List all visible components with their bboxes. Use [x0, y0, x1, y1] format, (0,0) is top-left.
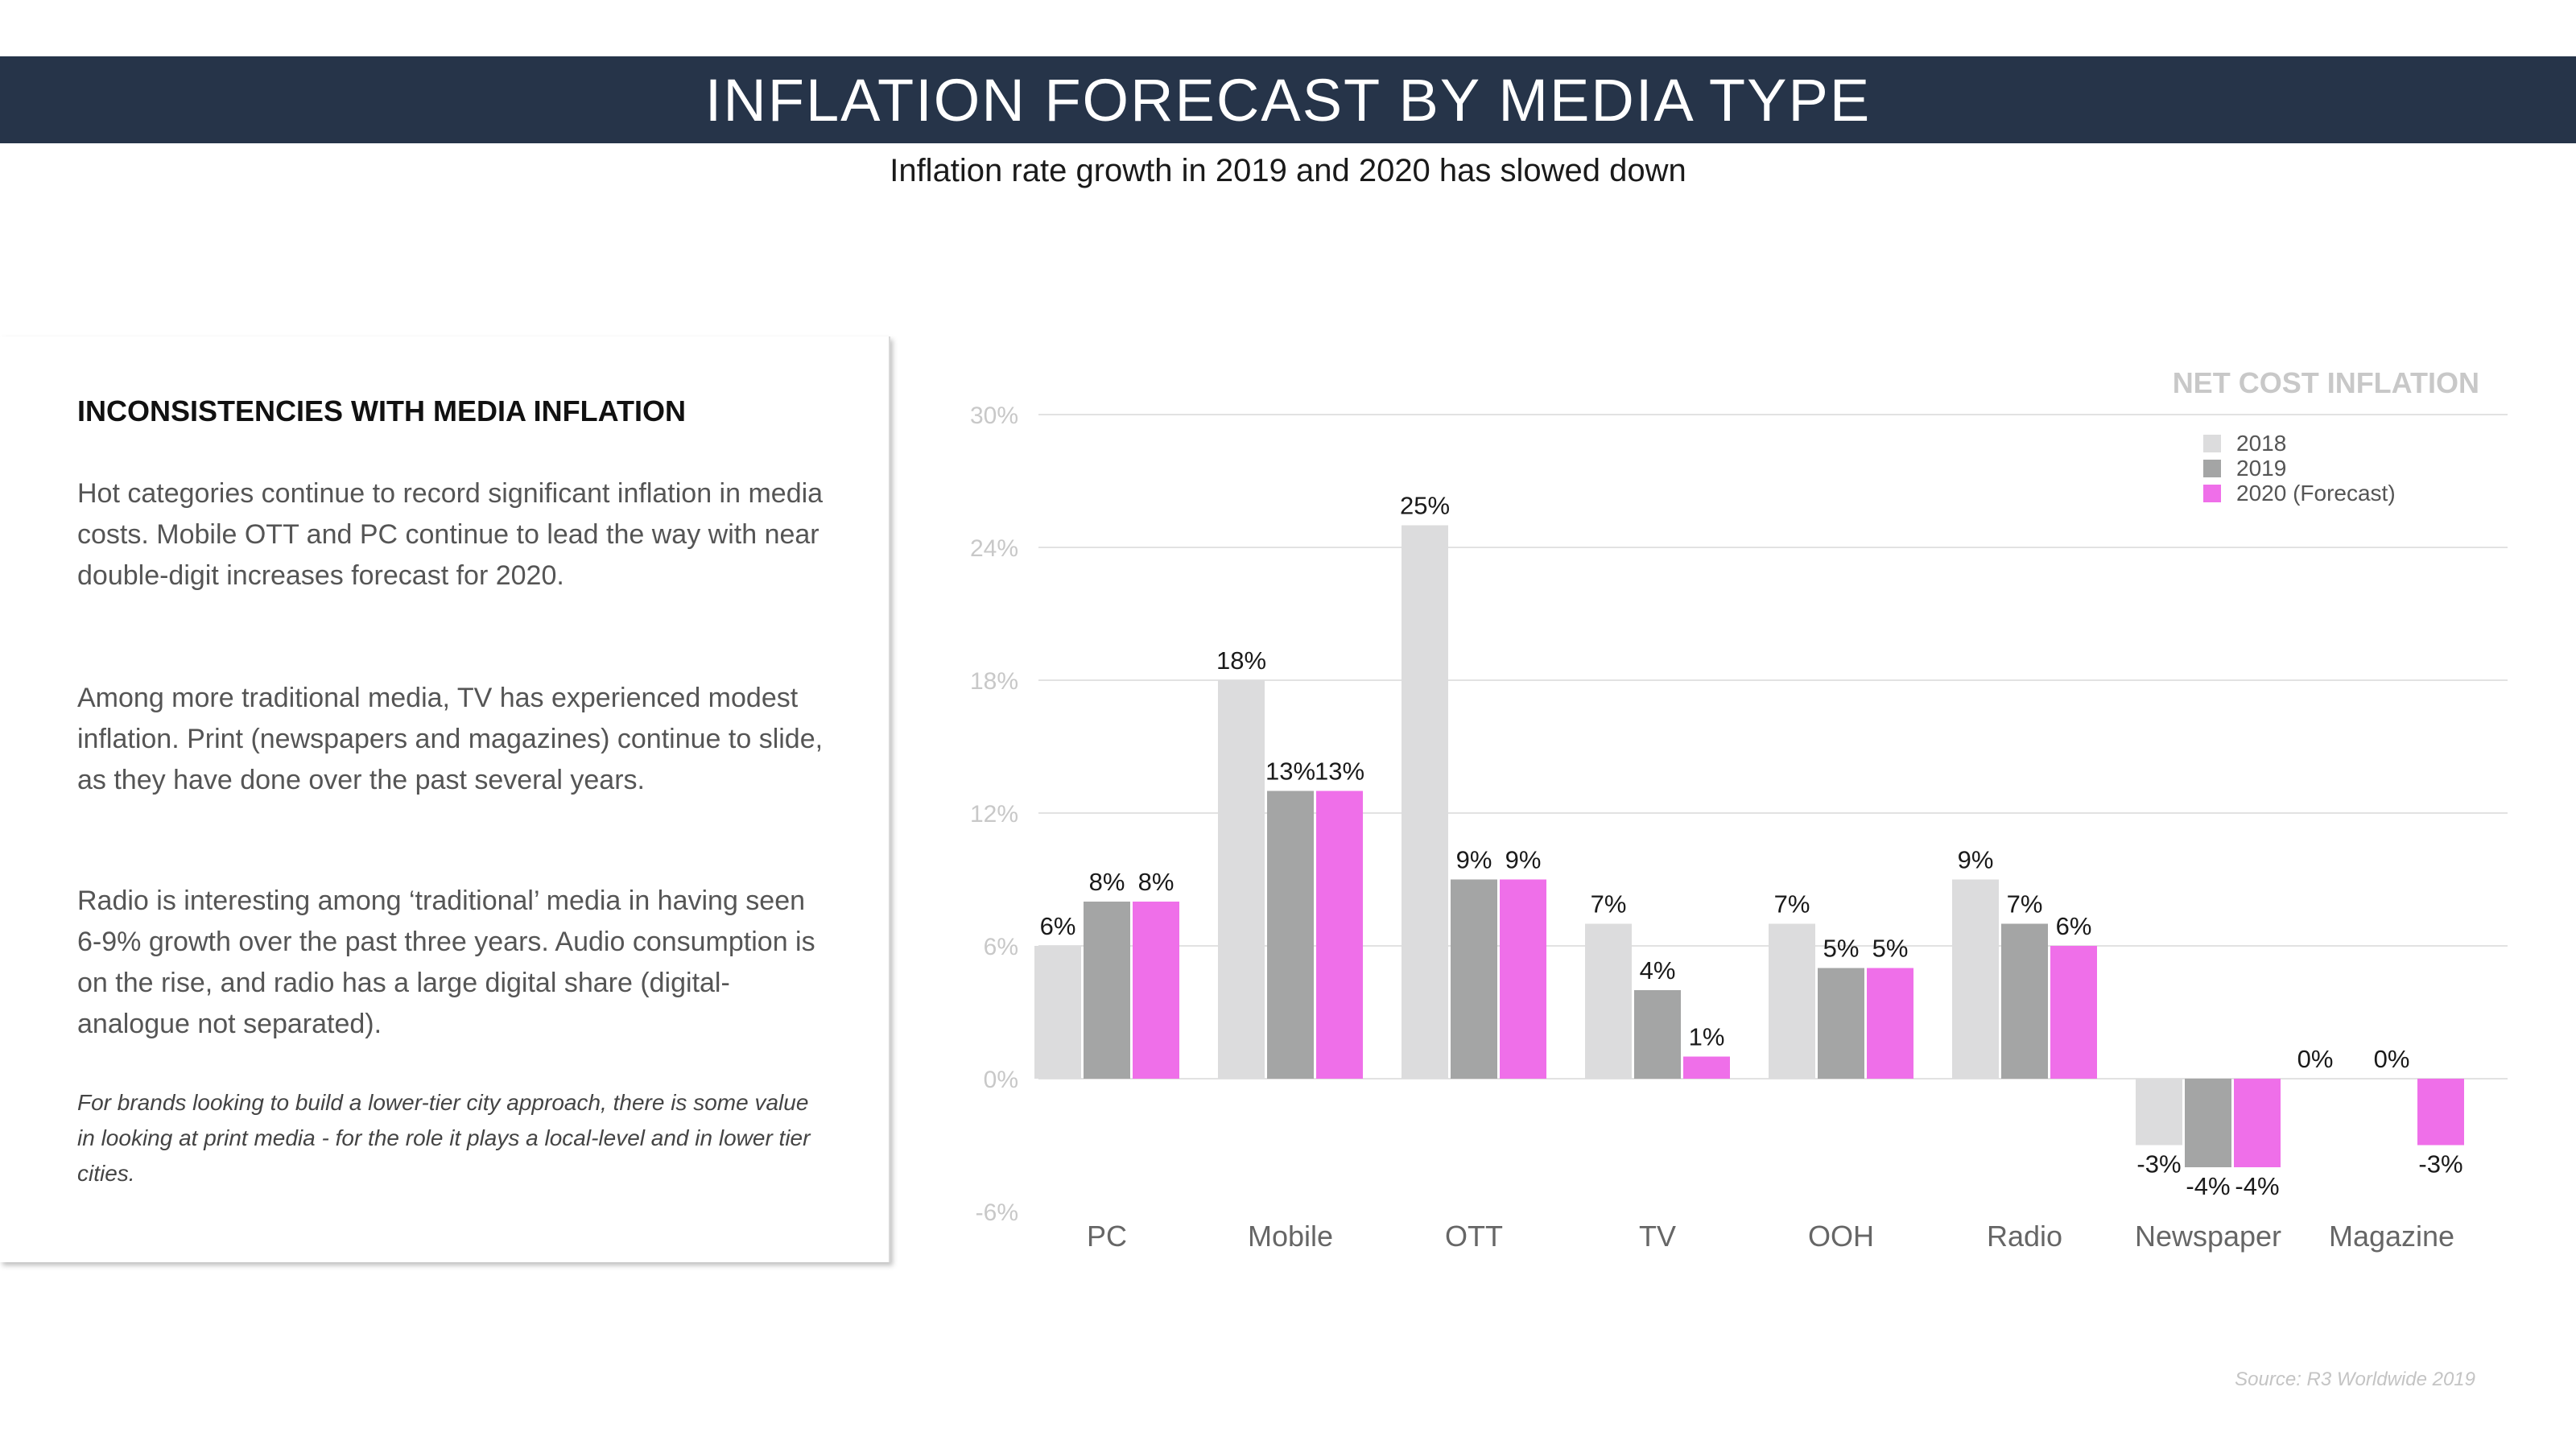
data-label: 1% [1689, 1023, 1725, 1051]
bar-pc-1 [1084, 902, 1130, 1079]
legend-label: 2020 (Forecast) [2236, 481, 2396, 506]
bar-ott-1 [1451, 879, 1497, 1079]
panel-note: For brands looking to build a lower-tier… [77, 1090, 811, 1186]
x-category-label: Magazine [2329, 1220, 2454, 1253]
data-label: -3% [2136, 1150, 2181, 1179]
data-label: 9% [1456, 846, 1492, 874]
data-label: 13% [1315, 758, 1364, 786]
bar-tv-1 [1634, 990, 1681, 1079]
data-label: -3% [2418, 1150, 2462, 1179]
panel-heading: INCONSISTENCIES WITH MEDIA INFLATION [77, 394, 686, 427]
x-category-label: OTT [1445, 1220, 1503, 1253]
x-category-label: OOH [1808, 1220, 1874, 1253]
legend-label: 2019 [2236, 456, 2286, 481]
data-label: 13% [1265, 758, 1315, 786]
data-label: 8% [1089, 868, 1125, 896]
data-label: 9% [1958, 846, 1994, 874]
x-category-label: Mobile [1248, 1220, 1333, 1253]
y-tick-label: 18% [970, 668, 1018, 695]
data-label: 6% [2056, 912, 2092, 940]
bar-newspaper-0 [2136, 1079, 2182, 1146]
legend-swatch-2 [2203, 485, 2221, 502]
bar-pc-2 [1133, 902, 1179, 1079]
commentary-panel: INCONSISTENCIES WITH MEDIA INFLATION Hot… [0, 336, 890, 1262]
data-label: 18% [1216, 646, 1266, 675]
bar-ott-2 [1500, 879, 1546, 1079]
data-label: 5% [1872, 935, 1909, 963]
page-subtitle: Inflation rate growth in 2019 and 2020 h… [890, 153, 1686, 188]
data-label: 5% [1823, 935, 1860, 963]
bar-ooh-1 [1818, 968, 1864, 1079]
data-label: 4% [1640, 956, 1676, 985]
source-note: Source: R3 Worldwide 2019 [2235, 1368, 2475, 1390]
bar-pc-0 [1034, 946, 1081, 1079]
bar-tv-2 [1683, 1056, 1730, 1079]
x-category-label: Newspaper [2135, 1220, 2281, 1253]
bar-mobile-2 [1316, 791, 1363, 1079]
bar-mobile-0 [1218, 680, 1265, 1079]
title-bar: INFLATION FORECAST BY MEDIA TYPE [0, 56, 2576, 143]
bar-newspaper-2 [2234, 1079, 2281, 1167]
y-tick-label: 24% [970, 535, 1018, 562]
data-label: 7% [1591, 890, 1627, 919]
data-label: 25% [1400, 492, 1450, 520]
bar-ott-0 [1402, 525, 1448, 1079]
data-label: 0% [2374, 1045, 2410, 1073]
legend-label: 2018 [2236, 431, 2286, 456]
page-title: INFLATION FORECAST BY MEDIA TYPE [704, 66, 1872, 134]
data-label: -4% [2235, 1172, 2279, 1200]
bar-radio-0 [1952, 879, 1999, 1079]
data-label: -4% [2186, 1172, 2230, 1200]
y-tick-label: 6% [984, 934, 1018, 960]
bar-ooh-0 [1769, 923, 1815, 1079]
chart-title: NET COST INFLATION [2173, 366, 2479, 399]
x-category-label: TV [1639, 1220, 1676, 1253]
data-label: 7% [2007, 890, 2043, 919]
y-tick-label: 30% [970, 402, 1018, 429]
data-label: 6% [1040, 912, 1076, 940]
legend-swatch-1 [2203, 460, 2221, 477]
legend-swatch-0 [2203, 435, 2221, 452]
panel-paragraph-2: Among more traditional media, TV has exp… [77, 683, 824, 795]
data-label: 0% [2297, 1045, 2334, 1073]
data-label: 8% [1138, 868, 1174, 896]
bar-tv-0 [1585, 923, 1632, 1079]
bar-radio-1 [2001, 923, 2048, 1079]
bar-magazine-2 [2417, 1079, 2464, 1146]
bar-ooh-2 [1867, 968, 1913, 1079]
bar-newspaper-1 [2185, 1079, 2231, 1167]
panel-paragraph-3: Radio is interesting among ‘traditional’… [77, 886, 815, 1039]
y-tick-label: 12% [970, 801, 1018, 828]
y-tick-label: 0% [984, 1067, 1018, 1093]
x-category-label: PC [1087, 1220, 1127, 1253]
data-label: 7% [1774, 890, 1810, 919]
panel-paragraph-1: Hot categories continue to record signif… [77, 478, 824, 591]
bar-mobile-1 [1267, 791, 1314, 1079]
y-tick-label: -6% [976, 1199, 1018, 1226]
data-label: 9% [1505, 846, 1542, 874]
bar-radio-2 [2050, 946, 2097, 1079]
x-category-label: Radio [1987, 1220, 2062, 1253]
